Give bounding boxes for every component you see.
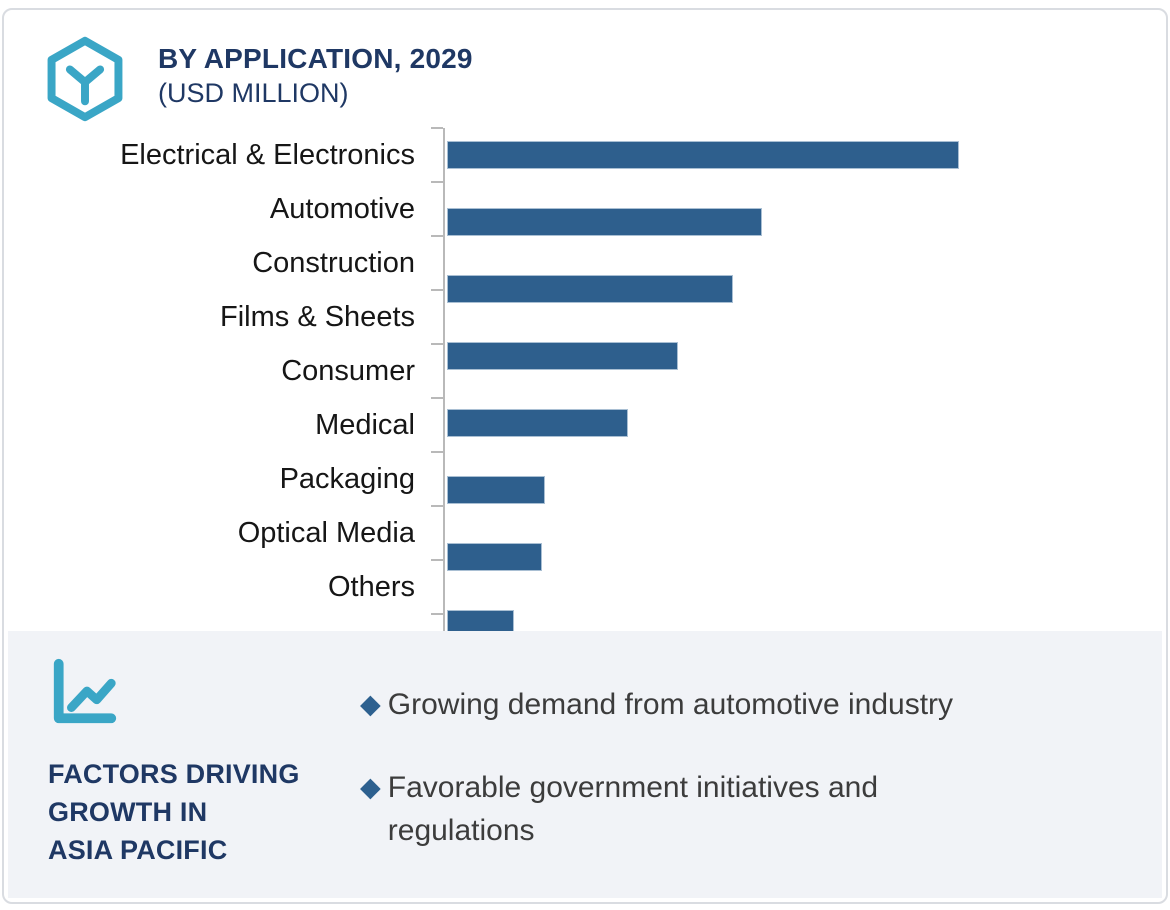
- category-label: Electrical & Electronics: [120, 139, 415, 171]
- category-label: Automotive: [269, 193, 415, 225]
- category-label: Consumer: [281, 355, 415, 387]
- chart-row: [445, 141, 1083, 195]
- axis-tick: [431, 343, 443, 345]
- bar-chart: Electrical & Electronics Automotive Constr…: [0, 127, 1083, 731]
- diamond-icon: ◆: [360, 772, 381, 802]
- hexagon-y-icon: [47, 36, 123, 122]
- category-label: Films & Sheets: [220, 301, 415, 333]
- axis-tick: [431, 613, 443, 615]
- bullet-item: ◆ Growing demand from automotive industry: [360, 683, 1040, 726]
- chart-row: [445, 208, 1083, 262]
- axis-tick: [431, 559, 443, 561]
- bar: [447, 342, 678, 370]
- page-title: BY APPLICATION, 2029: [158, 43, 473, 74]
- bullet-item: ◆ Favorable government initiatives and re…: [360, 766, 1040, 852]
- axis-tick: [431, 397, 443, 399]
- category-label: Others: [327, 571, 415, 603]
- axis-tick: [431, 505, 443, 507]
- plot-area: [431, 127, 1083, 731]
- bullet-list: ◆ Growing demand from automotive industry…: [360, 683, 1040, 892]
- header: BY APPLICATION, 2029 (USD MILLION): [45, 36, 473, 122]
- category-label: Construction: [252, 247, 415, 279]
- chart-row: [445, 543, 1083, 597]
- bar: [447, 208, 762, 236]
- axis-tick: [431, 289, 443, 291]
- chart-row: [445, 275, 1083, 329]
- category-label: Medical: [315, 409, 415, 441]
- header-text: BY APPLICATION, 2029 (USD MILLION): [158, 36, 473, 110]
- page-subtitle: (USD MILLION): [158, 78, 349, 108]
- bullet-text: Growing demand from automotive industry: [387, 688, 954, 721]
- factors-panel: FACTORS DRIVING GROWTH IN ASIA PACIFIC ◆…: [8, 631, 1162, 898]
- chart-row: [445, 409, 1083, 463]
- bar: [447, 476, 545, 504]
- line-chart-icon: [53, 658, 117, 724]
- chart-row: [445, 476, 1083, 530]
- axis-tick: [431, 451, 443, 453]
- labels-column: Electrical & Electronics Automotive Constr…: [0, 128, 443, 731]
- axis-tick: [431, 235, 443, 237]
- bar: [447, 141, 959, 169]
- factors-heading: FACTORS DRIVING GROWTH IN ASIA PACIFIC: [48, 759, 300, 865]
- chart-row: [445, 342, 1083, 396]
- category-label: Packaging: [279, 463, 415, 495]
- bullet-text: Favorable government initiatives and reg…: [387, 771, 879, 847]
- bar: [447, 409, 629, 437]
- diamond-icon: ◆: [360, 689, 381, 719]
- bar: [447, 275, 734, 303]
- bar: [447, 543, 543, 571]
- category-label: Optical Media: [237, 517, 415, 549]
- axis-tick: [431, 127, 443, 129]
- axis-tick: [431, 181, 443, 183]
